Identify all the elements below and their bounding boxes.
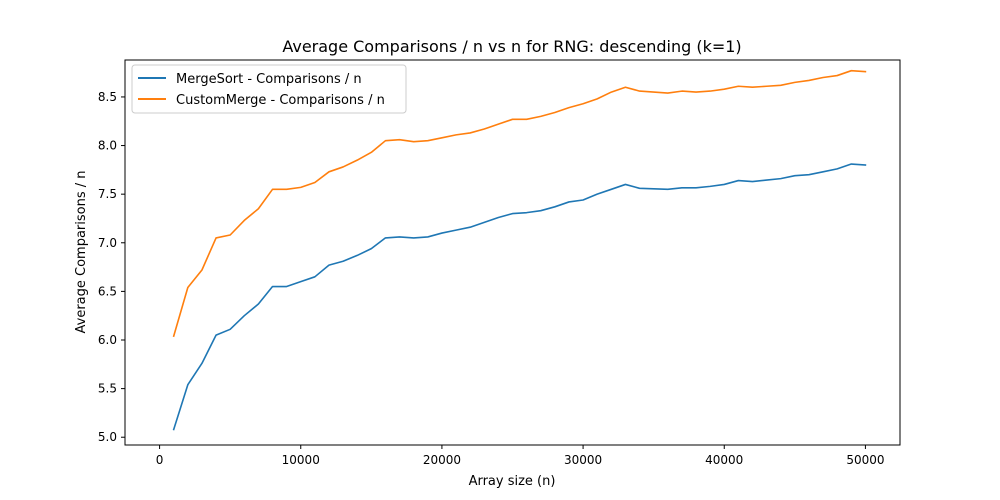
y-axis-ticks: 5.0 5.5 6.0 6.5 7.0 7.5 8.0 8.5 <box>98 90 125 444</box>
plot-frame <box>124 59 901 446</box>
y-tick-label: 8.0 <box>98 139 117 153</box>
legend-label-custommerge: CustomMerge - Comparisons / n <box>176 93 385 108</box>
x-tick-label: 40000 <box>705 453 743 467</box>
y-axis-label: Average Comparisons / n <box>74 170 89 333</box>
x-axis-ticks: 0 10000 20000 30000 40000 50000 <box>156 445 885 467</box>
y-tick-label: 6.0 <box>98 333 117 347</box>
y-tick-label: 7.5 <box>98 187 117 201</box>
y-tick-label: 7.0 <box>98 236 117 250</box>
series-line-0 <box>172 163 867 431</box>
legend-box <box>131 64 407 114</box>
y-tick-label: 6.5 <box>98 284 117 298</box>
x-tick-label: 10000 <box>282 453 320 467</box>
plot-series <box>172 69 867 431</box>
legend-label-mergesort: MergeSort - Comparisons / n <box>176 72 362 87</box>
x-tick-label: 20000 <box>423 453 461 467</box>
x-axis-label: Array size (n) <box>469 474 556 489</box>
legend: MergeSort - Comparisons / n CustomMerge … <box>131 64 407 114</box>
y-tick-label: 8.5 <box>98 90 117 104</box>
x-tick-label: 30000 <box>564 453 602 467</box>
y-tick-label: 5.0 <box>98 430 117 444</box>
y-tick-label: 5.5 <box>98 382 117 396</box>
x-tick-label: 50000 <box>846 453 884 467</box>
x-tick-label: 0 <box>156 453 164 467</box>
series-line-1 <box>172 69 867 338</box>
chart-title: Average Comparisons / n vs n for RNG: de… <box>282 37 741 56</box>
